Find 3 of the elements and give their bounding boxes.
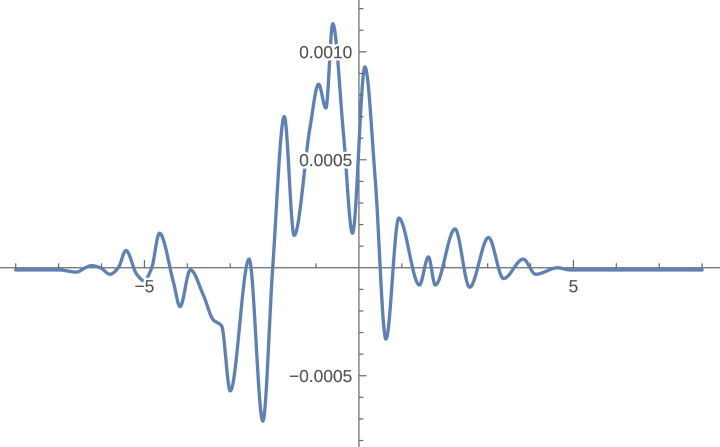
x-tick-label: 5 — [569, 280, 578, 292]
y-tick-label: −0.0005 — [290, 370, 352, 382]
x-tick-label: −5 — [135, 280, 154, 292]
